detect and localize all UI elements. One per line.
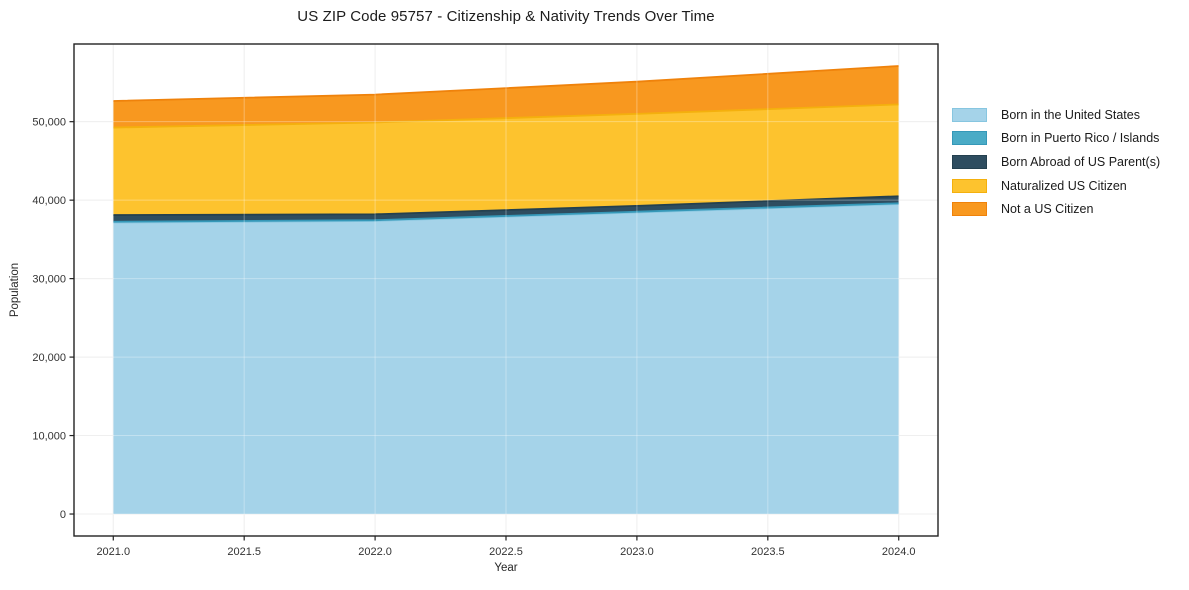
legend-label: Born in the United States — [1001, 107, 1140, 122]
area-edge-3 — [113, 103, 899, 129]
legend-item: Born in the United States — [952, 103, 1160, 127]
x-tick-label: 2022.0 — [358, 546, 392, 558]
y-tick-label: 20,000 — [32, 352, 66, 364]
legend-item: Naturalized US Citizen — [952, 174, 1160, 198]
y-tick-label: 0 — [60, 509, 66, 521]
y-tick-label: 40,000 — [32, 195, 66, 207]
legend-swatch-not-citizen — [952, 202, 987, 217]
y-axis-label: Population — [9, 262, 21, 318]
area-0 — [113, 204, 899, 515]
y-tick-label: 50,000 — [32, 117, 66, 129]
y-tick-label: 30,000 — [32, 274, 66, 286]
legend-label: Born in Puerto Rico / Islands — [1001, 131, 1160, 146]
legend: Born in the United States Born in Puerto… — [952, 103, 1160, 221]
legend-swatch-naturalized — [952, 178, 987, 193]
x-tick-label: 2022.5 — [489, 546, 523, 558]
area-3 — [113, 104, 899, 216]
y-tick-label: 10,000 — [32, 431, 66, 443]
area-edge-4 — [113, 65, 899, 102]
legend-label: Naturalized US Citizen — [1001, 178, 1127, 193]
area-edge-1 — [113, 202, 899, 223]
x-tick-label: 2023.5 — [751, 546, 785, 558]
x-tick-label: 2023.0 — [620, 546, 654, 558]
legend-swatch-puerto-rico — [952, 131, 987, 146]
area-edge-2 — [113, 195, 899, 216]
x-tick-label: 2021.5 — [227, 546, 261, 558]
legend-swatch-born-abroad — [952, 154, 987, 169]
legend-label: Not a US Citizen — [1001, 202, 1094, 217]
x-tick-label: 2021.0 — [96, 546, 130, 558]
legend-label: Born Abroad of US Parent(s) — [1001, 154, 1161, 169]
area-4 — [113, 65, 899, 128]
chart-title: US ZIP Code 95757 - Citizenship & Nativi… — [297, 8, 715, 25]
x-axis-label: Year — [494, 562, 518, 574]
x-tick-label: 2024.0 — [882, 546, 916, 558]
legend-swatch-born-us — [952, 107, 987, 122]
legend-item: Born in Puerto Rico / Islands — [952, 127, 1160, 151]
legend-item: Born Abroad of US Parent(s) — [952, 150, 1160, 174]
legend-item: Not a US Citizen — [952, 197, 1160, 221]
